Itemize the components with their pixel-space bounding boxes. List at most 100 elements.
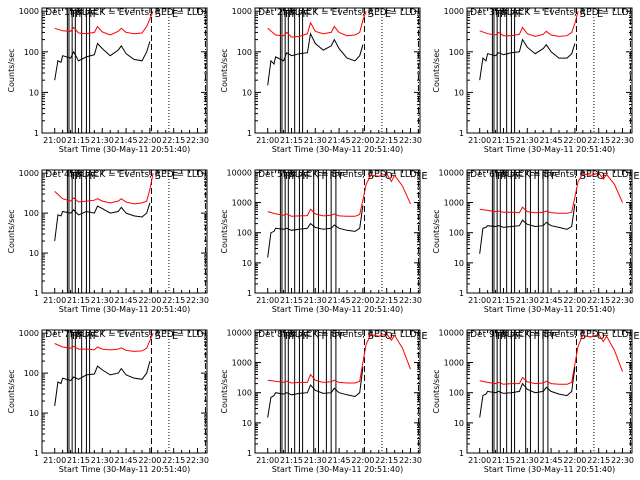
marker-label: F [339, 171, 345, 182]
x-tick-label: 21:15 [67, 296, 90, 305]
y-axis-label: Counts/sec [7, 369, 16, 413]
marker-label: E [633, 331, 639, 342]
marker-label: F [78, 171, 84, 182]
marker-label: F [70, 9, 76, 20]
y-tick-label: 100 [24, 48, 39, 57]
marker-label: F [510, 171, 516, 182]
x-axis-label: Start Time (30-May-11 20:51:40) [484, 305, 615, 314]
marker-label: F [302, 9, 308, 20]
marker-label: F [500, 331, 506, 342]
y-axis-label: Counts/sec [432, 48, 441, 92]
marker-label: F [510, 331, 516, 342]
plot-frame [254, 7, 421, 134]
y-axis-label: Counts/sec [7, 48, 16, 92]
x-tick-label: 21:00 [43, 296, 66, 305]
y-tick-label: 100 [237, 389, 252, 398]
x-tick-label: 21:30 [304, 296, 327, 305]
y-axis-label: Counts/sec [220, 369, 229, 413]
marker-label: F [72, 9, 78, 20]
series-line-black [267, 367, 364, 418]
marker-label: F [306, 171, 312, 182]
plot-frame [41, 169, 208, 294]
chart-title: Det 5f BLACK = Events, RED = LLD [258, 170, 417, 180]
x-tick-label: 21:30 [91, 296, 114, 305]
x-axis-label: Start Time (30-May-11 20:51:40) [484, 145, 615, 154]
marker-label: E [172, 331, 178, 342]
y-tick-label: 1000 [444, 199, 464, 208]
marker-label: F [283, 9, 289, 20]
x-tick-label: 21:15 [492, 296, 515, 305]
marker-label: F [546, 331, 552, 342]
x-tick-label: 22:15 [587, 296, 610, 305]
plot-frame [466, 329, 633, 454]
x-tick-label: 22:15 [375, 456, 398, 465]
series-line-black [267, 205, 364, 258]
y-tick-label: 1 [34, 449, 39, 458]
x-tick-label: 21:45 [328, 456, 351, 465]
marker-label: F [70, 331, 76, 342]
y-tick-label: 10000 [227, 328, 252, 337]
x-tick-label: 22:30 [611, 136, 634, 145]
y-tick-label: 100 [449, 389, 464, 398]
marker-label: F [321, 331, 327, 342]
y-tick-label: 1 [34, 129, 39, 138]
x-tick-label: 22:00 [563, 296, 586, 305]
x-tick-label: 22:30 [186, 136, 209, 145]
y-axis-label: Counts/sec [432, 369, 441, 413]
marker-label: F [85, 331, 91, 342]
x-tick-label: 22:00 [351, 296, 374, 305]
x-axis-label: Start Time (30-May-11 20:51:40) [272, 145, 403, 154]
marker-label: F [298, 9, 304, 20]
marker-label: S [154, 331, 160, 342]
marker-label: F [306, 9, 312, 20]
y-tick-label: 100 [24, 209, 39, 218]
marker-label: F [306, 331, 312, 342]
marker-label: E [597, 9, 603, 20]
x-tick-label: 21:45 [540, 136, 563, 145]
marker-label: S [367, 9, 373, 20]
marker-label: E [172, 9, 178, 20]
marker-label: F [529, 331, 535, 342]
marker-label: F [500, 171, 506, 182]
marker-label: E [172, 171, 178, 182]
chart-title: Det 1f BLACK = Events, RED = LLD [45, 8, 204, 18]
y-tick-label: 100 [449, 229, 464, 238]
x-tick-label: 21:45 [540, 456, 563, 465]
y-tick-label: 10000 [227, 168, 252, 177]
marker-label: F [497, 9, 503, 20]
x-tick-label: 21:30 [516, 136, 539, 145]
x-tick-label: 21:45 [540, 296, 563, 305]
y-tick-label: 10 [242, 419, 252, 428]
marker-label: F [75, 9, 81, 20]
y-tick-label: 100 [449, 48, 464, 57]
x-tick-label: 22:30 [611, 456, 634, 465]
marker-label: O [597, 331, 605, 342]
x-tick-label: 21:30 [91, 456, 114, 465]
x-tick-label: 21:15 [492, 456, 515, 465]
y-tick-label: 1000 [232, 7, 252, 16]
marker-label: F [72, 331, 78, 342]
x-tick-label: 21:00 [256, 136, 279, 145]
x-tick-label: 21:30 [304, 456, 327, 465]
x-tick-label: 21:30 [91, 136, 114, 145]
series-line-red [54, 173, 154, 205]
marker-label: F [495, 331, 501, 342]
y-tick-label: 1000 [19, 7, 39, 16]
y-axis-label: Counts/sec [7, 209, 16, 253]
marker-label: F [302, 171, 308, 182]
marker-label: F [339, 331, 345, 342]
y-tick-label: 1 [459, 289, 464, 298]
marker-label: F [546, 171, 552, 182]
x-tick-label: 21:30 [304, 136, 327, 145]
marker-label: F [291, 9, 297, 20]
marker-label: S [579, 9, 585, 20]
x-tick-label: 21:00 [256, 456, 279, 465]
marker-label: F [93, 331, 99, 342]
marker-label: E [385, 9, 391, 20]
chart-title: Det 4f BLACK = Events, RED = LLD [45, 170, 204, 180]
marker-label: F [503, 171, 509, 182]
y-tick-label: 1000 [444, 7, 464, 16]
x-tick-label: 22:30 [399, 296, 422, 305]
x-tick-label: 21:45 [115, 136, 138, 145]
